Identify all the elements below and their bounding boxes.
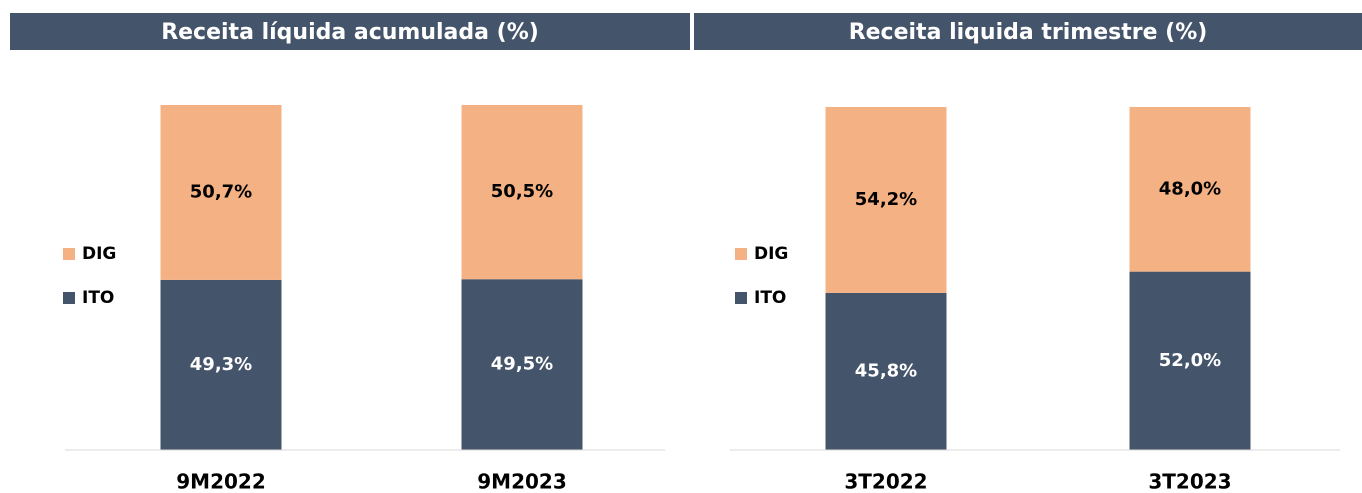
- legend-swatch: [735, 292, 747, 304]
- data-label: 50,5%: [491, 181, 553, 202]
- legend-swatch: [63, 248, 75, 260]
- bar-segment: [1129, 271, 1251, 450]
- bar-segment: [461, 279, 583, 450]
- data-label: 49,5%: [491, 354, 553, 375]
- bar-segment: [160, 279, 282, 450]
- x-tick-label: 3T2023: [1148, 470, 1231, 493]
- legend-label: ITO: [754, 288, 786, 308]
- x-tick-label: 3T2022: [844, 470, 927, 493]
- chart-title: Receita líquida acumulada (%): [161, 20, 539, 45]
- bar-segment: [1129, 107, 1251, 272]
- legend-label: DIG: [754, 244, 788, 264]
- header-bar: [694, 13, 1362, 50]
- legend-swatch: [735, 248, 747, 260]
- legend-swatch: [63, 292, 75, 304]
- bar-segment: [825, 107, 947, 293]
- header-bar: [10, 13, 690, 50]
- legend-label: DIG: [82, 244, 116, 264]
- data-label: 45,8%: [855, 360, 917, 381]
- bar-segment: [160, 105, 282, 280]
- bar-segment: [825, 292, 947, 450]
- data-label: 49,3%: [190, 354, 252, 375]
- legend-label: ITO: [82, 288, 114, 308]
- data-label: 50,7%: [190, 181, 252, 202]
- data-label: 52,0%: [1159, 350, 1221, 371]
- data-label: 54,2%: [855, 189, 917, 210]
- chart-title: Receita liquida trimestre (%): [849, 20, 1208, 45]
- x-tick-label: 9M2023: [477, 470, 566, 493]
- x-tick-label: 9M2022: [176, 470, 265, 493]
- bar-segment: [461, 105, 583, 280]
- data-label: 48,0%: [1159, 178, 1221, 199]
